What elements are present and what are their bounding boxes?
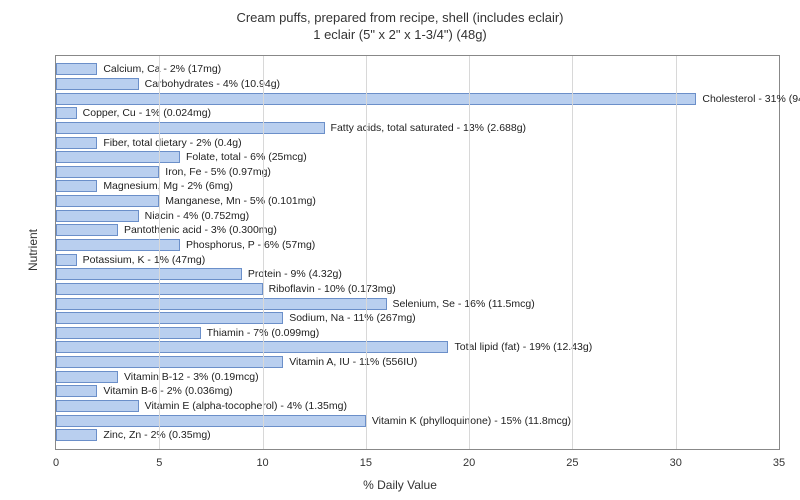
bar-row: Iron, Fe - 5% (0.97mg)	[56, 166, 779, 178]
bar	[56, 210, 139, 222]
bar-row: Potassium, K - 1% (47mg)	[56, 254, 779, 266]
x-tick-label: 15	[360, 457, 372, 469]
bar-row: Total lipid (fat) - 19% (12.43g)	[56, 341, 779, 353]
bar-row: Vitamin K (phylloquinone) - 15% (11.8mcg…	[56, 415, 779, 427]
bar	[56, 356, 283, 368]
bar	[56, 371, 118, 383]
bar-label: Manganese, Mn - 5% (0.101mg)	[159, 195, 316, 207]
bar	[56, 239, 180, 251]
x-tick-label: 20	[463, 457, 475, 469]
bar-label: Copper, Cu - 1% (0.024mg)	[77, 107, 211, 119]
bar-label: Selenium, Se - 16% (11.5mcg)	[387, 298, 535, 310]
bar-row: Vitamin B-12 - 3% (0.19mcg)	[56, 371, 779, 383]
bar-label: Fiber, total dietary - 2% (0.4g)	[97, 137, 241, 149]
gridline	[159, 56, 160, 449]
bar-label: Riboflavin - 10% (0.173mg)	[263, 283, 396, 295]
gridline	[263, 56, 264, 449]
bar-row: Manganese, Mn - 5% (0.101mg)	[56, 195, 779, 207]
bar	[56, 298, 387, 310]
bar-row: Cholesterol - 31% (94mg)	[56, 93, 779, 105]
bar-label: Fatty acids, total saturated - 13% (2.68…	[325, 122, 527, 134]
x-tick-label: 10	[256, 457, 268, 469]
bar-label: Potassium, K - 1% (47mg)	[77, 254, 206, 266]
title-line-1: Cream puffs, prepared from recipe, shell…	[236, 10, 563, 25]
x-tick-label: 30	[670, 457, 682, 469]
bar-row: Fiber, total dietary - 2% (0.4g)	[56, 137, 779, 149]
bar-row: Carbohydrates - 4% (10.94g)	[56, 78, 779, 90]
bar-row: Protein - 9% (4.32g)	[56, 268, 779, 280]
bar-label: Sodium, Na - 11% (267mg)	[283, 312, 415, 324]
x-tick-label: 5	[156, 457, 162, 469]
bar	[56, 107, 77, 119]
bar-label: Vitamin E (alpha-tocopherol) - 4% (1.35m…	[139, 400, 347, 412]
bar-row: Vitamin A, IU - 11% (556IU)	[56, 356, 779, 368]
bar-row: Pantothenic acid - 3% (0.300mg)	[56, 224, 779, 236]
bar-label: Vitamin B-6 - 2% (0.036mg)	[97, 385, 232, 397]
gridline	[469, 56, 470, 449]
bar-row: Vitamin E (alpha-tocopherol) - 4% (1.35m…	[56, 400, 779, 412]
bar-label: Folate, total - 6% (25mcg)	[180, 151, 307, 163]
bar	[56, 195, 159, 207]
bars-container: Calcium, Ca - 2% (17mg) Carbohydrates - 4…	[56, 62, 779, 443]
gridline	[572, 56, 573, 449]
bar-row: Riboflavin - 10% (0.173mg)	[56, 283, 779, 295]
bar	[56, 78, 139, 90]
bar	[56, 93, 696, 105]
bar	[56, 400, 139, 412]
bar	[56, 415, 366, 427]
bar-label: Phosphorus, P - 6% (57mg)	[180, 239, 315, 251]
nutrient-chart: Cream puffs, prepared from recipe, shell…	[0, 0, 800, 500]
bar	[56, 327, 201, 339]
bar-row: Magnesium, Mg - 2% (6mg)	[56, 180, 779, 192]
bar	[56, 254, 77, 266]
bar-label: Vitamin B-12 - 3% (0.19mcg)	[118, 371, 259, 383]
bar-row: Niacin - 4% (0.752mg)	[56, 210, 779, 222]
bar-label: Cholesterol - 31% (94mg)	[696, 93, 800, 105]
bar	[56, 429, 97, 441]
chart-title: Cream puffs, prepared from recipe, shell…	[0, 0, 800, 44]
bar	[56, 312, 283, 324]
bar	[56, 385, 97, 397]
bar	[56, 180, 97, 192]
bar-label: Niacin - 4% (0.752mg)	[139, 210, 249, 222]
title-line-2: 1 eclair (5" x 2" x 1-3/4") (48g)	[313, 27, 487, 42]
bar-row: Vitamin B-6 - 2% (0.036mg)	[56, 385, 779, 397]
bar-row: Thiamin - 7% (0.099mg)	[56, 327, 779, 339]
gridline	[366, 56, 367, 449]
bar-label: Vitamin A, IU - 11% (556IU)	[283, 356, 417, 368]
bar-label: Magnesium, Mg - 2% (6mg)	[97, 180, 233, 192]
x-tick-label: 35	[773, 457, 785, 469]
bar	[56, 341, 448, 353]
bar-row: Fatty acids, total saturated - 13% (2.68…	[56, 122, 779, 134]
bar	[56, 63, 97, 75]
bar-row: Selenium, Se - 16% (11.5mcg)	[56, 298, 779, 310]
bar-row: Phosphorus, P - 6% (57mg)	[56, 239, 779, 251]
bar	[56, 122, 325, 134]
bar	[56, 137, 97, 149]
bar-row: Sodium, Na - 11% (267mg)	[56, 312, 779, 324]
bar-row: Calcium, Ca - 2% (17mg)	[56, 63, 779, 75]
bar	[56, 151, 180, 163]
bar-label: Pantothenic acid - 3% (0.300mg)	[118, 224, 277, 236]
plot-area: Calcium, Ca - 2% (17mg) Carbohydrates - 4…	[55, 55, 780, 450]
bar-row: Folate, total - 6% (25mcg)	[56, 151, 779, 163]
bar	[56, 224, 118, 236]
y-axis-label: Nutrient	[26, 229, 40, 271]
x-tick-label: 25	[566, 457, 578, 469]
bar	[56, 166, 159, 178]
bar-row: Zinc, Zn - 2% (0.35mg)	[56, 429, 779, 441]
gridline	[676, 56, 677, 449]
bar-row: Copper, Cu - 1% (0.024mg)	[56, 107, 779, 119]
x-tick-label: 0	[53, 457, 59, 469]
bar-label: Protein - 9% (4.32g)	[242, 268, 342, 280]
bar-label: Thiamin - 7% (0.099mg)	[201, 327, 320, 339]
bar	[56, 268, 242, 280]
bar-label: Zinc, Zn - 2% (0.35mg)	[97, 429, 210, 441]
bar-label: Iron, Fe - 5% (0.97mg)	[159, 166, 271, 178]
x-axis-label: % Daily Value	[363, 478, 437, 492]
